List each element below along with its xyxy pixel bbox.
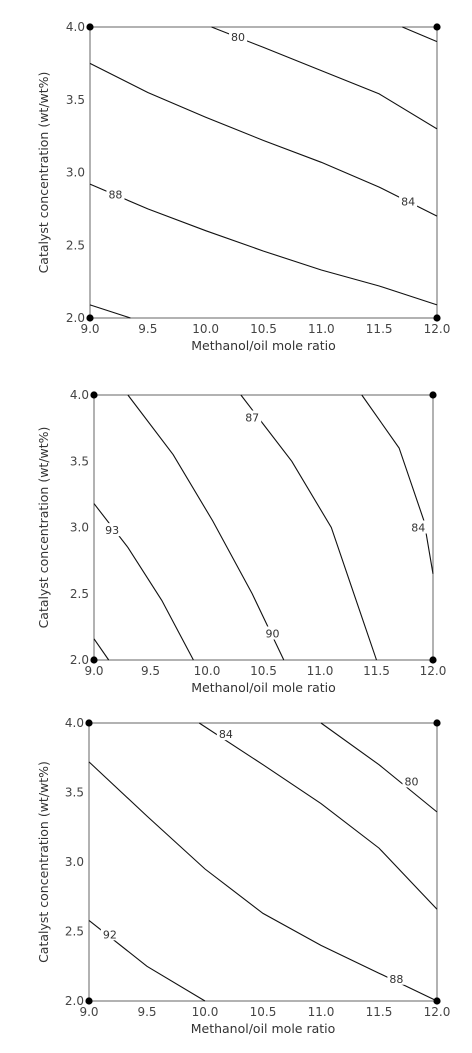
x-tick-label: 9.0 [80, 322, 99, 336]
y-tick-label: 2.5 [66, 238, 85, 252]
x-axis-label: Methanol/oil mole ratio [191, 680, 336, 695]
contour-label: 90 [266, 628, 280, 641]
x-tick-label: 9.0 [84, 664, 103, 678]
y-tick-label: 2.0 [70, 653, 89, 667]
contour-label-bg [103, 523, 122, 537]
design-point [429, 391, 437, 399]
contour-label-bg [100, 927, 119, 941]
y-tick-label: 4.0 [70, 388, 89, 402]
design-point [85, 719, 93, 727]
x-tick-label: 11.5 [366, 1005, 393, 1019]
contour-label-bg [106, 187, 125, 201]
x-tick-label: 11.5 [366, 322, 393, 336]
x-tick-label: 10.5 [250, 1005, 277, 1019]
contour-label: 80 [231, 31, 245, 44]
x-tick-label: 9.5 [137, 1005, 156, 1019]
design-point [433, 23, 441, 31]
y-axis-label: Catalyst concentration (wt/wt%) [36, 72, 51, 274]
y-tick-label: 3.5 [70, 454, 89, 468]
x-tick-label: 10.0 [192, 322, 219, 336]
y-tick-label: 2.0 [65, 994, 84, 1008]
y-tick-label: 2.0 [66, 311, 85, 325]
contour-label-bg [216, 727, 235, 741]
contour-line [89, 304, 131, 319]
design-point [90, 656, 98, 664]
contour-label: 84 [219, 728, 233, 741]
x-tick-label: 11.0 [308, 1005, 335, 1019]
design-point [86, 314, 94, 322]
contour-line-84 [89, 62, 438, 217]
contour-label-bg [399, 194, 418, 208]
x-tick-label: 9.5 [138, 322, 157, 336]
contour-label: 88 [108, 188, 122, 201]
contour-line-90 [127, 394, 285, 661]
contour-line-80 [320, 722, 438, 813]
x-tick-label: 12.0 [420, 664, 447, 678]
contour-line-84 [198, 722, 438, 910]
contour-line [402, 26, 438, 43]
contour-label-bg [402, 774, 421, 788]
plot-frame [89, 26, 438, 319]
design-point [433, 997, 441, 1005]
contour-label: 80 [404, 775, 418, 788]
x-tick-label: 10.5 [250, 664, 277, 678]
contour-line [93, 638, 110, 661]
x-axis-label: Methanol/oil mole ratio [191, 338, 336, 353]
y-tick-label: 3.5 [66, 93, 85, 107]
contour-line-84 [361, 394, 434, 574]
y-axis-label: Catalyst concentration (wt/wt%) [36, 761, 51, 963]
y-tick-label: 3.0 [66, 166, 85, 180]
contour-plot-3: 84 80 88 92 9.0 9.5 10.0 10.5 11.0 11.5 12.0 2.0 2.5… [36, 716, 450, 1036]
design-point [433, 314, 441, 322]
contour-line [88, 761, 438, 1002]
x-tick-label: 9.0 [79, 1005, 98, 1019]
y-tick-label: 3.0 [70, 521, 89, 535]
contour-label: 93 [105, 524, 119, 537]
design-point [90, 391, 98, 399]
plot-frame [88, 722, 438, 1002]
y-tick-label: 3.5 [65, 786, 84, 800]
y-tick-label: 4.0 [66, 20, 85, 34]
x-tick-label: 11.0 [308, 322, 335, 336]
contour-label-bg [409, 520, 428, 534]
contour-label: 92 [103, 928, 117, 941]
y-tick-label: 2.5 [65, 925, 84, 939]
contour-line-88 [89, 183, 438, 306]
design-point [433, 719, 441, 727]
x-tick-label: 10.5 [250, 322, 277, 336]
x-tick-label: 10.0 [192, 1005, 219, 1019]
x-axis-label: Methanol/oil mole ratio [191, 1021, 336, 1036]
contour-label: 84 [401, 196, 415, 209]
contour-plot-1: 80 84 88 9.0 9.5 10.0 10.5 11.0 11.5 12.0 2.0 2.5 3.… [36, 20, 450, 353]
x-tick-label: 11.0 [307, 664, 334, 678]
y-axis-label: Catalyst concentration (wt/wt%) [36, 427, 51, 629]
x-tick-label: 12.0 [424, 322, 451, 336]
contour-label: 88 [389, 973, 403, 986]
y-tick-label: 2.5 [70, 587, 89, 601]
contour-plot-2: 93 90 87 84 9.0 9.5 10.0 10.5 11.0 11.5 12.0 2.0 2.5… [36, 388, 446, 695]
y-tick-label: 4.0 [65, 716, 84, 730]
contour-label: 84 [411, 522, 425, 535]
y-tick-label: 3.0 [65, 855, 84, 869]
x-tick-label: 12.0 [424, 1005, 451, 1019]
contour-line-87 [240, 394, 378, 661]
contour-label-bg [387, 971, 406, 985]
design-point [85, 997, 93, 1005]
x-tick-label: 9.5 [141, 664, 160, 678]
design-point [86, 23, 94, 31]
contour-label-bg [229, 30, 248, 44]
design-point [429, 656, 437, 664]
plot-frame [93, 394, 434, 661]
contour-label-bg [263, 626, 282, 640]
x-tick-label: 11.5 [363, 664, 390, 678]
x-tick-label: 10.0 [194, 664, 221, 678]
contour-label-bg [243, 410, 262, 424]
contour-label: 87 [245, 412, 259, 425]
